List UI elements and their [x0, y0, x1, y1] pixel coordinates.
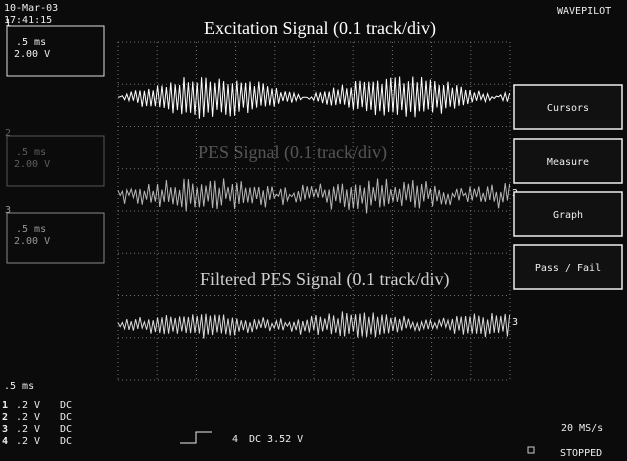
trace-title: PES Signal (0.1 track/div): [198, 142, 387, 163]
product: WAVEPILOT: [557, 6, 611, 17]
page: 10-Mar-03 17:41:15 WAVEPILOT Excitation …: [0, 0, 627, 461]
channel-id: 2: [2, 412, 8, 423]
channel-scale: .2 V: [16, 436, 40, 447]
channel-coupling: DC: [60, 400, 72, 411]
channel-id: 1: [2, 400, 8, 411]
time: 17:41:15: [4, 15, 52, 26]
trigger-level: DC 3.52 V: [249, 434, 303, 445]
sample-rate: 20 MS/s: [561, 423, 603, 434]
channel-id: 4: [2, 436, 8, 447]
menu-label[interactable]: Graph: [553, 210, 583, 221]
channel-number: 3: [5, 205, 11, 216]
channel-number: 2: [5, 128, 11, 139]
channel-id: 3: [2, 424, 8, 435]
run-state: STOPPED: [560, 448, 602, 459]
channel-number: 1: [5, 18, 11, 29]
date: 10-Mar-03: [4, 3, 58, 14]
timebase: .5 ms: [4, 381, 34, 392]
menu-label[interactable]: Cursors: [547, 103, 589, 114]
scope-screen: 10-Mar-03 17:41:15 WAVEPILOT Excitation …: [0, 0, 627, 461]
trace-title: Filtered PES Signal (0.1 track/div): [200, 269, 449, 290]
trace-title: Excitation Signal (0.1 track/div): [204, 18, 436, 39]
channel-scale: 2.00 V: [14, 159, 50, 170]
trace-marker: 3: [512, 317, 518, 328]
channel-scale: .2 V: [16, 412, 40, 423]
channel-coupling: DC: [60, 412, 72, 423]
channel-timebase: .5 ms: [16, 147, 46, 158]
channel-scale: .2 V: [16, 424, 40, 435]
channel-coupling: DC: [60, 424, 72, 435]
menu-label[interactable]: Measure: [547, 157, 589, 168]
channel-coupling: DC: [60, 436, 72, 447]
trigger-channel: 4: [232, 434, 238, 445]
channel-scale: 2.00 V: [14, 236, 50, 247]
channel-timebase: .5 ms: [16, 37, 46, 48]
channel-scale: .2 V: [16, 400, 40, 411]
menu-label[interactable]: Pass / Fail: [535, 263, 601, 274]
channel-timebase: .5 ms: [16, 224, 46, 235]
channel-scale: 2.00 V: [14, 49, 50, 60]
